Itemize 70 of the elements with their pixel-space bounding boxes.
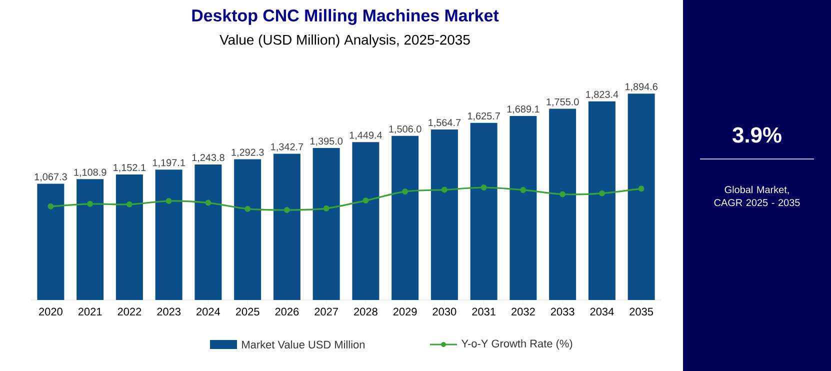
point	[126, 201, 132, 208]
data-label: 1,197.1	[152, 159, 185, 168]
bar	[392, 136, 419, 300]
point	[480, 184, 487, 190]
x-tick-label: 2023	[157, 308, 181, 316]
point	[87, 200, 94, 207]
data-label: 1,152.1	[114, 164, 146, 172]
bar	[470, 122, 498, 300]
bar	[234, 159, 262, 300]
point	[638, 186, 644, 192]
bar	[510, 116, 537, 300]
x-tick-label: 2028	[354, 308, 378, 316]
x-tick-label: 2034	[590, 308, 614, 316]
data-label: 1,395.0	[310, 138, 343, 146]
data-label: 1,823.4	[586, 90, 618, 100]
x-tick-label: 2030	[432, 308, 456, 316]
chart-subtitle: Value (USD Million) Analysis, 2025-2035	[220, 34, 470, 48]
data-label: 1,067.3	[34, 173, 67, 182]
bar	[549, 108, 576, 300]
text: 3.9%	[732, 127, 782, 143]
point	[48, 203, 54, 210]
x-tick-label: 2031	[472, 308, 496, 316]
point	[362, 198, 369, 204]
bar	[37, 184, 64, 300]
x-tick-label: 2026	[275, 308, 299, 316]
x-tick-label: 2033	[550, 308, 574, 316]
bar	[155, 170, 182, 300]
x-tick-label: 2025	[236, 308, 260, 316]
legend-label: Y-o-Y Growth Rate (%)	[461, 339, 572, 350]
bar	[588, 101, 616, 300]
text: Global Market, CAGR 2025 - 2035	[714, 186, 800, 206]
point	[323, 205, 330, 212]
x-tick-label: 2024	[196, 308, 220, 316]
point	[520, 186, 526, 193]
x-tick-label: 2027	[314, 308, 338, 316]
data-label: 1,625.7	[468, 112, 500, 121]
x-tick-label: 2022	[118, 308, 142, 316]
legend-label: Market Value USD Million	[242, 340, 364, 349]
bar	[430, 130, 458, 300]
point	[244, 206, 251, 212]
point	[284, 207, 290, 213]
data-label: 1,506.0	[389, 125, 422, 134]
x-tick-label: 2029	[393, 308, 417, 316]
bar	[194, 164, 222, 300]
point	[166, 198, 172, 204]
bar	[628, 94, 655, 300]
chart-title: Desktop CNC Milling Machines Market	[192, 9, 499, 25]
bar	[352, 142, 380, 300]
point	[598, 190, 605, 196]
bar	[312, 148, 340, 300]
x-tick-label: 2020	[39, 308, 62, 316]
point	[205, 200, 212, 206]
data-label: 1,342.7	[271, 143, 304, 152]
x-tick-label: 2032	[512, 308, 535, 316]
x-tick-label: 2021	[78, 308, 102, 316]
point	[560, 191, 566, 198]
bar	[76, 179, 104, 300]
data-label: 1,755.0	[546, 98, 579, 107]
data-label: 1,108.9	[74, 168, 106, 177]
data-label: 1,449.4	[350, 132, 382, 140]
bar	[273, 154, 300, 300]
x-tick-label: 2035	[630, 308, 654, 316]
bar	[116, 174, 143, 300]
data-label: 1,564.7	[428, 119, 461, 128]
point	[402, 188, 408, 195]
data-label: 1,243.8	[192, 154, 224, 162]
data-label: 1,689.1	[507, 106, 540, 114]
point	[441, 186, 448, 193]
data-label: 1,292.3	[232, 148, 264, 158]
data-label: 1,894.6	[625, 83, 658, 92]
